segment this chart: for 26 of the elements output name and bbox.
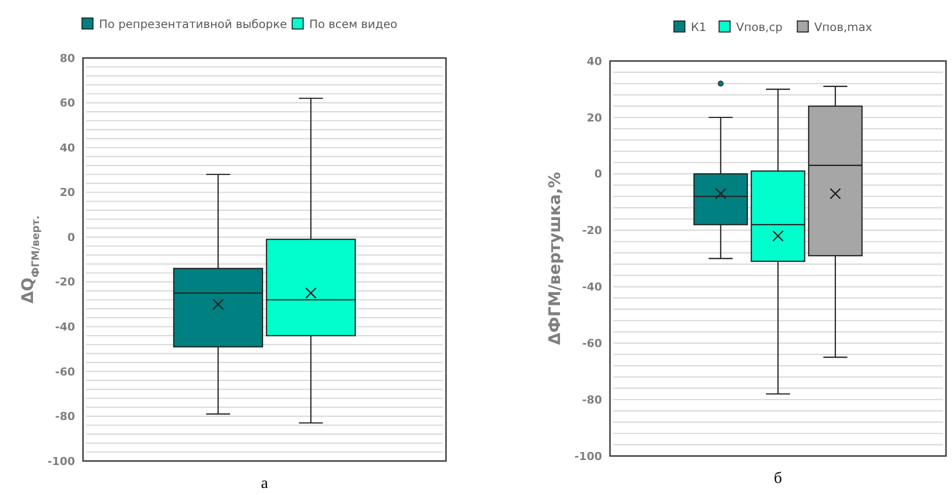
- y-tick-label: -80: [582, 393, 602, 406]
- y-tick-label: 0: [67, 230, 76, 244]
- y-tick-label: -100: [574, 450, 602, 463]
- y-tick-label: -40: [55, 320, 76, 334]
- legend-label: Vпов,max: [814, 20, 872, 34]
- y-tick-label: -100: [47, 454, 76, 468]
- y-tick-label: -20: [55, 276, 76, 289]
- y-tick-label: 20: [60, 186, 76, 200]
- legend-label: Vпов,ср: [736, 20, 783, 34]
- y-tick-label: -80: [55, 410, 76, 424]
- y-tick-label: -60: [55, 365, 76, 378]
- y-tick-label: 60: [60, 96, 76, 110]
- x-axis-title: а: [260, 475, 268, 492]
- y-tick-label: 80: [60, 52, 76, 65]
- y-tick-label: -40: [582, 280, 602, 294]
- legend-label: По репрезентативной выборке: [99, 17, 288, 31]
- legend-label: К1: [690, 20, 706, 34]
- legend-label: По всем видео: [309, 17, 398, 31]
- y-axis-title: ΔФГМ/вертушка,%: [545, 172, 564, 346]
- y-tick-label: 40: [586, 54, 602, 68]
- x-axis-title: б: [774, 470, 782, 487]
- y-tick-label: 20: [586, 111, 602, 124]
- y-tick-label: 40: [60, 141, 76, 154]
- y-tick-label: -20: [582, 224, 602, 238]
- y-tick-label: -60: [582, 336, 602, 350]
- y-tick-label: 0: [594, 168, 602, 181]
